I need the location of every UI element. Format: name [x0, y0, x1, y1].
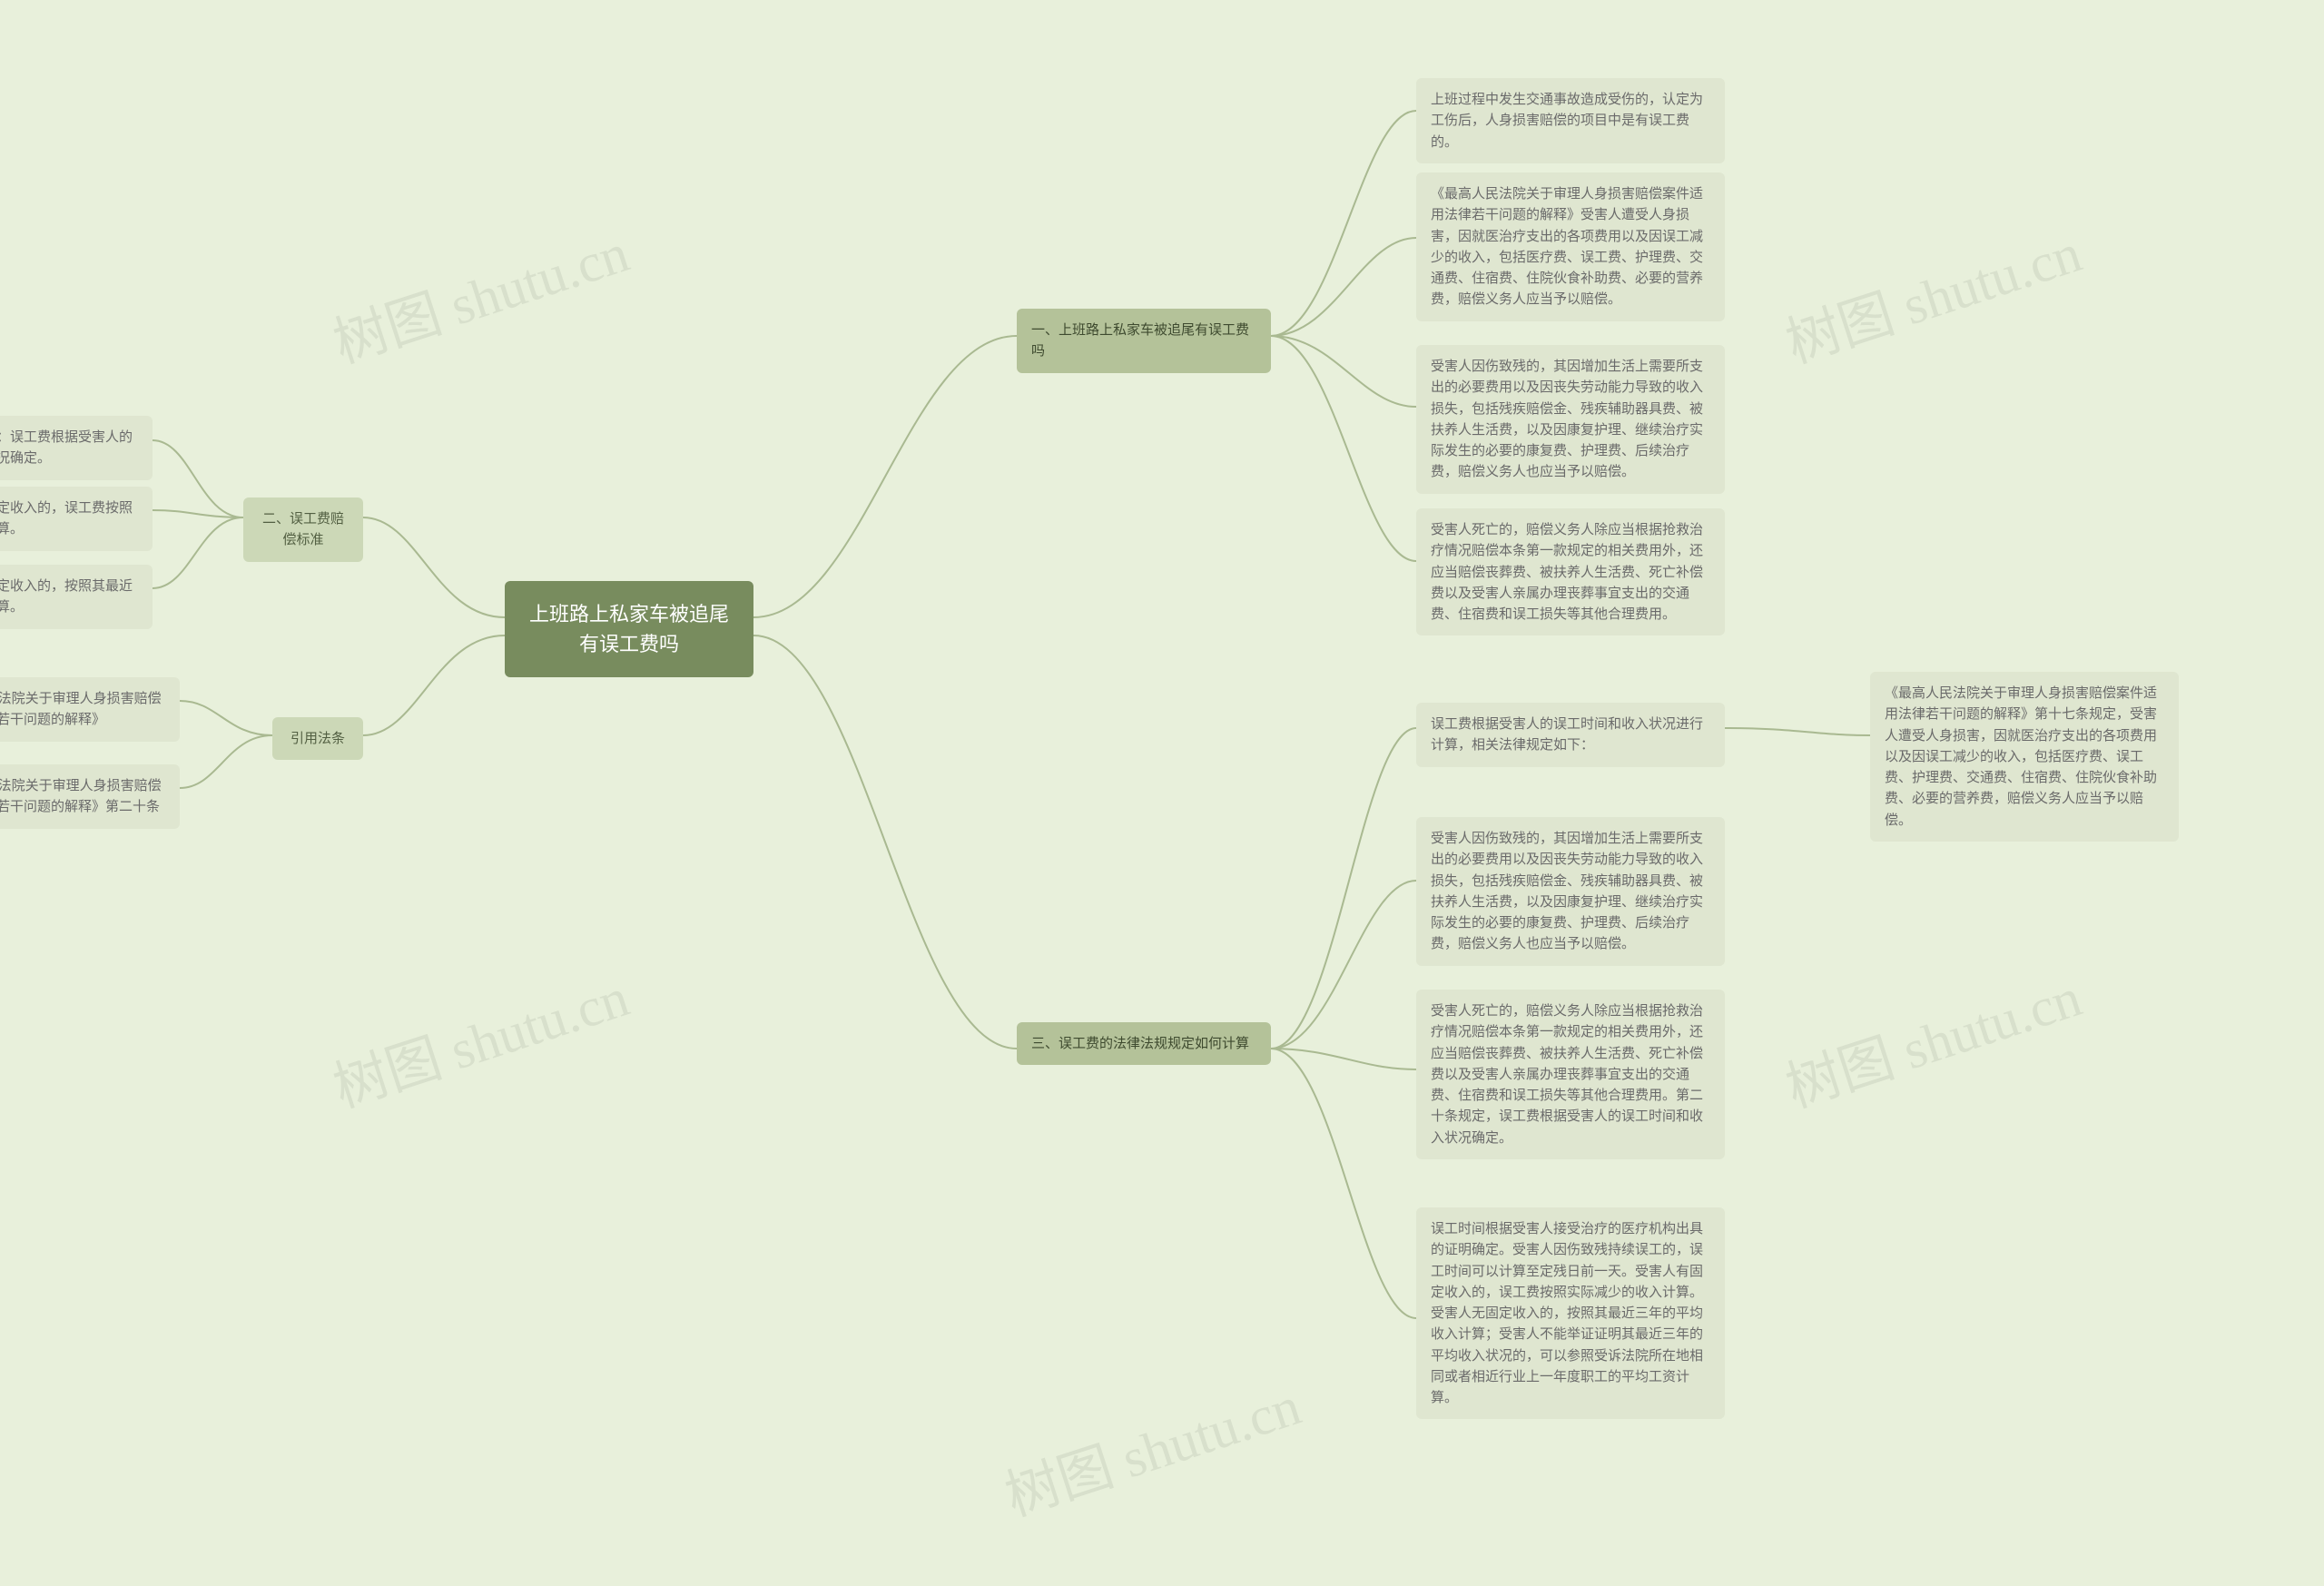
leaf-node-b3-2[interactable]: （二）受害人无固定收入的，按照其最近三年的平均收入计算。: [0, 565, 153, 629]
leaf-b2-2-text: 受害人死亡的，赔偿义务人除应当根据抢救治疗情况赔偿本条第一款规定的相关费用外，还…: [1431, 1003, 1703, 1146]
branch-node-3[interactable]: 二、误工费赔偿标准: [243, 497, 363, 562]
leaf-b1-2-text: 受害人因伤致残的，其因增加生活上需要所支出的必要费用以及因丧失劳动能力导致的收入…: [1431, 359, 1703, 479]
watermark: 树图 shutu.cn: [322, 953, 637, 1123]
root-node[interactable]: 上班路上私家车被追尾有误工费吗: [505, 581, 753, 677]
leaf-b2-3-text: 误工时间根据受害人接受治疗的医疗机构出具的证明确定。受害人因伤致残持续误工的，误…: [1431, 1221, 1703, 1405]
leaf-b1-3-text: 受害人死亡的，赔偿义务人除应当根据抢救治疗情况赔偿本条第一款规定的相关费用外，还…: [1431, 522, 1703, 622]
leaf-node-b1-0[interactable]: 上班过程中发生交通事故造成受伤的，认定为工伤后，人身损害赔偿的项目中是有误工费的…: [1416, 78, 1725, 163]
leaf-node-b4-1[interactable]: [2]《最高人民法院关于审理人身损害赔偿案件适用法律若干问题的解释》第二十条: [0, 764, 180, 829]
branch-node-1[interactable]: 一、上班路上私家车被追尾有误工费吗: [1017, 309, 1271, 373]
leaf-node-b1-3[interactable]: 受害人死亡的，赔偿义务人除应当根据抢救治疗情况赔偿本条第一款规定的相关费用外，还…: [1416, 508, 1725, 635]
branch-node-2[interactable]: 三、误工费的法律法规规定如何计算: [1017, 1022, 1271, 1065]
branch-1-label: 一、上班路上私家车被追尾有误工费吗: [1031, 322, 1249, 359]
leaf-b2-sub-0-text: 《最高人民法院关于审理人身损害赔偿案件适用法律若干问题的解释》第十七条规定，受害…: [1885, 685, 2157, 828]
leaf-node-b2-3[interactable]: 误工时间根据受害人接受治疗的医疗机构出具的证明确定。受害人因伤致残持续误工的，误…: [1416, 1207, 1725, 1419]
leaf-node-b3-1[interactable]: （一）受害人有固定收入的，误工费按照实际减少的收入计算。: [0, 487, 153, 551]
leaf-b2-0-text: 误工费根据受害人的误工时间和收入状况进行计算，相关法律规定如下：: [1431, 716, 1703, 753]
leaf-b2-1-text: 受害人因伤致残的，其因增加生活上需要所支出的必要费用以及因丧失劳动能力导致的收入…: [1431, 831, 1703, 951]
root-label: 上班路上私家车被追尾有误工费吗: [529, 603, 729, 655]
leaf-node-b3-0[interactable]: 误工费赔偿标准为：误工费根据受害人的误工时间和收入状况确定。: [0, 416, 153, 480]
branch-4-label: 引用法条: [290, 731, 345, 746]
leaf-b1-0-text: 上班过程中发生交通事故造成受伤的，认定为工伤后，人身损害赔偿的项目中是有误工费的…: [1431, 92, 1703, 150]
leaf-node-b1-2[interactable]: 受害人因伤致残的，其因增加生活上需要所支出的必要费用以及因丧失劳动能力导致的收入…: [1416, 345, 1725, 494]
watermark: 树图 shutu.cn: [322, 209, 637, 379]
leaf-node-b2-2[interactable]: 受害人死亡的，赔偿义务人除应当根据抢救治疗情况赔偿本条第一款规定的相关费用外，还…: [1416, 990, 1725, 1159]
leaf-b3-1-text: （一）受害人有固定收入的，误工费按照实际减少的收入计算。: [0, 500, 133, 537]
branch-3-label: 二、误工费赔偿标准: [262, 511, 344, 547]
branch-2-label: 三、误工费的法律法规规定如何计算: [1031, 1036, 1249, 1051]
watermark: 树图 shutu.cn: [994, 1362, 1309, 1532]
leaf-node-b2-0[interactable]: 误工费根据受害人的误工时间和收入状况进行计算，相关法律规定如下：: [1416, 703, 1725, 767]
leaf-node-b1-1[interactable]: 《最高人民法院关于审理人身损害赔偿案件适用法律若干问题的解释》受害人遭受人身损害…: [1416, 172, 1725, 321]
branch-node-4[interactable]: 引用法条: [272, 717, 363, 760]
leaf-node-b4-0[interactable]: [1]《最高人民法院关于审理人身损害赔偿案件适用法律若干问题的解释》: [0, 677, 180, 742]
leaf-b3-2-text: （二）受害人无固定收入的，按照其最近三年的平均收入计算。: [0, 578, 133, 615]
watermark: 树图 shutu.cn: [1775, 209, 2090, 379]
leaf-b1-1-text: 《最高人民法院关于审理人身损害赔偿案件适用法律若干问题的解释》受害人遭受人身损害…: [1431, 186, 1703, 307]
leaf-node-b2-1[interactable]: 受害人因伤致残的，其因增加生活上需要所支出的必要费用以及因丧失劳动能力导致的收入…: [1416, 817, 1725, 966]
watermark: 树图 shutu.cn: [1775, 953, 2090, 1123]
leaf-b3-0-text: 误工费赔偿标准为：误工费根据受害人的误工时间和收入状况确定。: [0, 429, 133, 466]
leaf-b4-0-text: [1]《最高人民法院关于审理人身损害赔偿案件适用法律若干问题的解释》: [0, 691, 162, 727]
leaf-node-b2-sub-0[interactable]: 《最高人民法院关于审理人身损害赔偿案件适用法律若干问题的解释》第十七条规定，受害…: [1870, 672, 2179, 842]
leaf-b4-1-text: [2]《最高人民法院关于审理人身损害赔偿案件适用法律若干问题的解释》第二十条: [0, 778, 162, 814]
